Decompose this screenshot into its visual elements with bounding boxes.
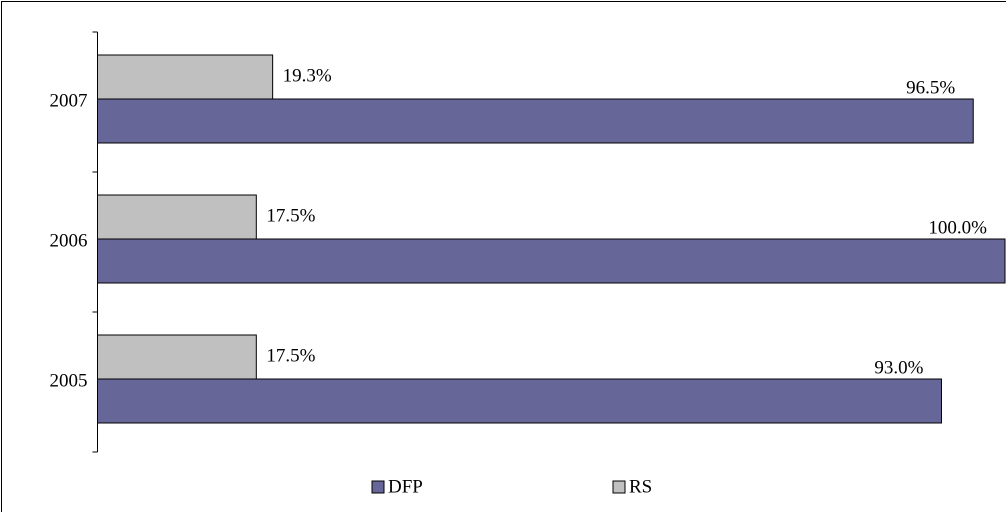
- y-tick-label: 2005: [50, 370, 88, 391]
- data-label: 17.5%: [266, 345, 315, 366]
- bar: [97, 378, 942, 424]
- legend-swatch: [612, 480, 626, 494]
- legend-swatch: [371, 480, 385, 494]
- y-tick-label: 2007: [50, 90, 88, 111]
- data-label: 100.0%: [928, 217, 987, 238]
- data-label: 19.3%: [283, 65, 332, 86]
- bar: [97, 194, 257, 240]
- bar: [97, 54, 274, 100]
- data-label: 93.0%: [874, 357, 923, 378]
- bar: [97, 98, 974, 144]
- data-label: 17.5%: [266, 205, 315, 226]
- bar: [97, 238, 1006, 284]
- legend-label: DFP: [388, 476, 423, 497]
- y-tick-label: 2006: [50, 230, 88, 251]
- bar: [97, 334, 257, 380]
- data-label: 96.5%: [906, 77, 955, 98]
- legend-label: RS: [629, 476, 652, 497]
